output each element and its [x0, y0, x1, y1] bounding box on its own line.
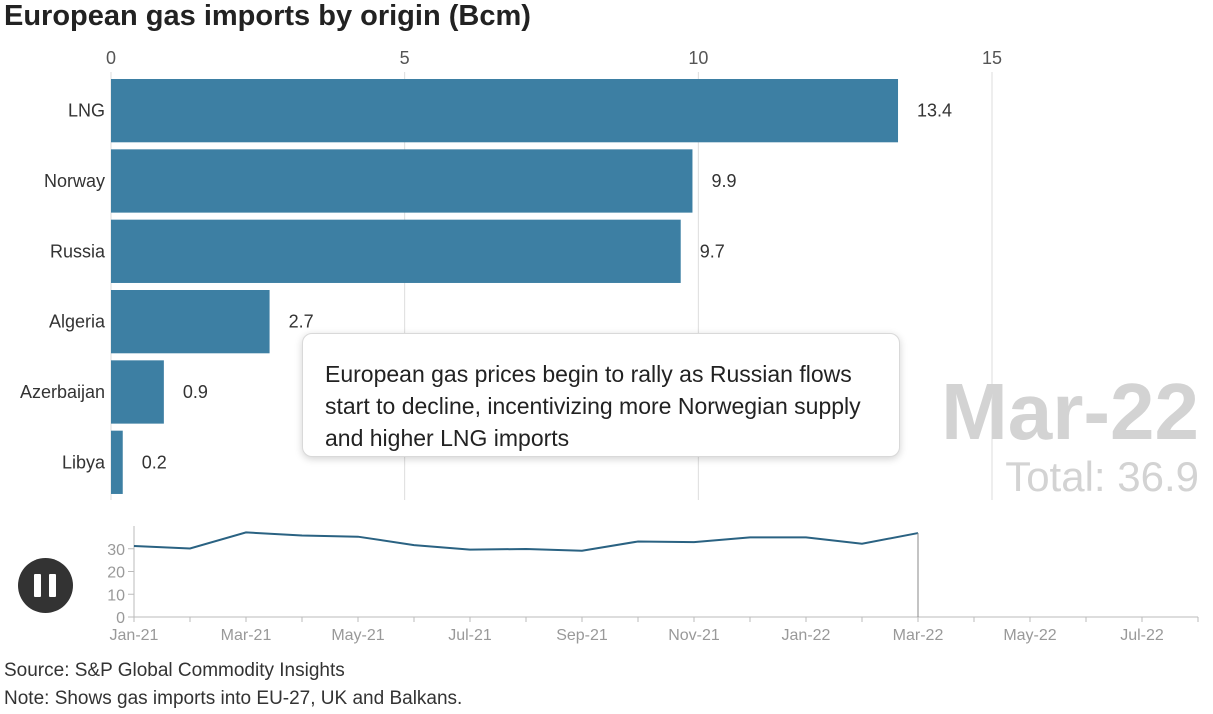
chart-title: European gas imports by origin (Bcm) — [4, 0, 531, 32]
bar-norway — [111, 149, 693, 213]
timeline-line — [133, 531, 919, 552]
timeline-axes: Jan-21 Mar-21 May-21 Jul-21 Sep-21 Nov-21 Jan-… — [107, 526, 1199, 644]
pause-icon — [34, 574, 41, 597]
current-period-label: Mar-22 — [941, 367, 1199, 456]
pause-icon-bar — [49, 574, 56, 597]
category-label-libya: Libya — [62, 452, 106, 472]
source-note: Source: S&P Global Commodity Insights — [4, 660, 345, 681]
value-label-libya: 0.2 — [142, 452, 167, 472]
category-label-russia: Russia — [50, 241, 106, 261]
timeline-x-label-may-22: May-22 — [1003, 627, 1056, 644]
bar-azerbaijan — [111, 360, 164, 424]
timeline-x-label-mar-22: Mar-22 — [893, 627, 944, 644]
bar-russia — [111, 219, 681, 283]
bar-chart-categories: LNG Norway Russia Algeria Azerbaijan Libya — [20, 101, 106, 473]
x-tick-label-15: 15 — [982, 48, 1002, 68]
bar-chart-x-axis: 0 5 10 15 — [106, 48, 1002, 68]
timeline-x-label-jul-21: Jul-21 — [448, 627, 492, 644]
timeline-x-label-mar-21: Mar-21 — [221, 627, 272, 644]
total-value: 36.9 — [1117, 453, 1199, 500]
bar-libya — [111, 430, 123, 494]
bar-algeria — [111, 290, 270, 354]
category-label-algeria: Algeria — [49, 312, 106, 332]
value-label-algeria: 2.7 — [289, 312, 314, 332]
timeline-series — [133, 531, 919, 617]
x-tick-label-0: 0 — [106, 48, 116, 68]
total-prefix: Total: — [1005, 453, 1118, 500]
footnote: Note: Shows gas imports into EU-27, UK a… — [4, 688, 463, 709]
timeline-x-label-jan-21: Jan-21 — [110, 627, 159, 644]
timeline-x-label-nov-21: Nov-21 — [668, 627, 720, 644]
value-label-russia: 9.7 — [700, 241, 725, 261]
category-label-azerbaijan: Azerbaijan — [20, 382, 105, 402]
bar-chart-bars — [111, 79, 899, 494]
category-label-norway: Norway — [44, 171, 105, 191]
total-readout: Total: 36.9 — [1005, 456, 1199, 498]
x-tick-label-5: 5 — [400, 48, 410, 68]
timeline-y-label-30: 30 — [107, 542, 125, 559]
timeline-x-label-may-21: May-21 — [331, 627, 384, 644]
pause-button[interactable] — [18, 558, 73, 613]
timeline-y-label-10: 10 — [107, 587, 125, 604]
value-label-azerbaijan: 0.9 — [183, 382, 208, 402]
timeline-y-label-0: 0 — [116, 610, 125, 627]
timeline-x-label-jul-22: Jul-22 — [1120, 627, 1164, 644]
chart-footer: Source: S&P Global Commodity Insights No… — [4, 657, 462, 713]
category-label-lng: LNG — [68, 101, 105, 121]
timeline-y-label-20: 20 — [107, 565, 125, 582]
timeline-x-label-sep-21: Sep-21 — [556, 627, 608, 644]
bar-chart-value-labels: 13.4 9.9 9.7 2.7 0.9 0.2 — [142, 101, 952, 473]
annotation-box: European gas prices begin to rally as Ru… — [302, 333, 900, 457]
bar-lng — [111, 79, 899, 143]
value-label-lng: 13.4 — [917, 101, 952, 121]
timeline-x-label-jan-22: Jan-22 — [782, 627, 831, 644]
x-tick-label-10: 10 — [688, 48, 708, 68]
value-label-norway: 9.9 — [711, 171, 736, 191]
